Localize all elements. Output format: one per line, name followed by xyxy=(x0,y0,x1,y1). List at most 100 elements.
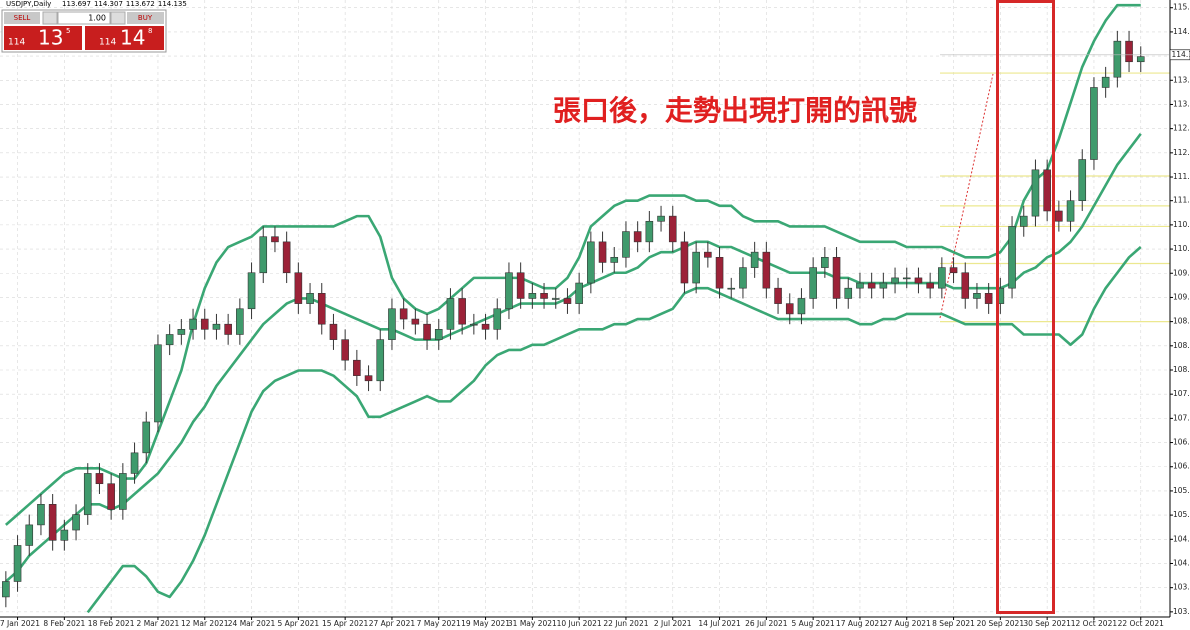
sell-price-box[interactable] xyxy=(4,26,82,50)
candle-body xyxy=(633,231,642,243)
candle-body xyxy=(598,241,607,263)
candle-body xyxy=(680,241,689,284)
candle-body xyxy=(961,272,970,299)
candle-body xyxy=(107,483,115,510)
trend-line xyxy=(939,73,994,319)
candle-body xyxy=(83,473,92,515)
candle-body xyxy=(458,298,466,325)
candle-body xyxy=(668,215,677,243)
lot-minus[interactable] xyxy=(42,11,58,25)
x-tick-label: 17 Aug 2021 xyxy=(836,619,884,628)
price-label: 114.135 xyxy=(1172,50,1190,59)
sell-button[interactable] xyxy=(4,12,40,24)
candle-body xyxy=(341,339,349,361)
y-tick-label: 111.300 xyxy=(1173,196,1190,205)
x-tick-label: 30 Sep 2021 xyxy=(1023,619,1071,628)
x-tick-label: 18 Feb 2021 xyxy=(88,619,135,628)
candles xyxy=(2,30,1145,608)
candle-body xyxy=(984,293,993,304)
x-tick-label: 8 Feb 2021 xyxy=(43,619,85,628)
candle-body xyxy=(785,303,794,315)
candle-body xyxy=(282,241,291,274)
candle-body xyxy=(528,293,537,299)
candle-body xyxy=(364,375,373,382)
sell-small: 5 xyxy=(66,27,70,35)
candle-body xyxy=(224,323,232,335)
sell-label: SELL xyxy=(14,14,31,22)
x-tick-label: 5 Aug 2021 xyxy=(792,619,835,628)
candle-body xyxy=(821,256,829,268)
candle-body xyxy=(575,282,583,304)
candle-body xyxy=(236,308,244,335)
y-tick-label: 112.230 xyxy=(1173,148,1190,157)
y-tick-label: 108.480 xyxy=(1173,341,1190,350)
candle-body xyxy=(657,215,665,222)
candle-body xyxy=(739,267,747,289)
buy-main: 14 xyxy=(120,26,145,50)
x-tick-label: 15 Apr 2021 xyxy=(322,619,369,628)
candle-body xyxy=(797,298,806,315)
x-tick-label: 7 May 2021 xyxy=(417,619,461,628)
candle-body xyxy=(540,293,548,299)
lot-input[interactable] xyxy=(57,11,111,25)
x-tick-label: 12 Mar 2021 xyxy=(181,619,229,628)
candle-body xyxy=(399,308,408,320)
header: USDJPY,Daily 113.697 114.307 113.672 114.13… xyxy=(6,0,187,8)
sell-big: 114 xyxy=(8,38,25,48)
candle-body xyxy=(119,473,127,510)
candle-body xyxy=(212,323,221,330)
candle-body xyxy=(610,256,619,263)
candle-body xyxy=(353,359,361,376)
y-tick-label: 111.760 xyxy=(1173,172,1190,181)
x-tick-label: 19 May 2021 xyxy=(461,619,510,628)
x-tick-label: 20 Sep 2021 xyxy=(977,619,1025,628)
candle-body xyxy=(2,581,10,598)
ohlc-value: 113.672 xyxy=(126,0,155,8)
x-tick-label: 26 Jul 2021 xyxy=(745,619,788,628)
candle-body xyxy=(493,308,502,330)
candle-body xyxy=(1008,226,1016,289)
y-tick-label: 108.010 xyxy=(1173,365,1190,374)
candle-body xyxy=(48,504,57,541)
x-tick-label: 27 Aug 2021 xyxy=(883,619,931,628)
candle-body xyxy=(902,277,911,280)
candle-body xyxy=(37,504,45,526)
candle-body xyxy=(692,251,700,284)
candle-body xyxy=(95,473,104,485)
candle-body xyxy=(411,318,420,325)
x-tick-label: 27 Jan 2021 xyxy=(0,619,40,628)
candle-body xyxy=(715,256,724,289)
y-tick-label: 104.250 xyxy=(1173,558,1190,567)
y-tick-label: 106.130 xyxy=(1173,462,1190,471)
x-tick-label: 5 Apr 2021 xyxy=(278,619,320,628)
y-tick-label: 103.310 xyxy=(1173,607,1190,616)
y-tick-label: 108.950 xyxy=(1173,317,1190,326)
x-tick-label: 31 May 2021 xyxy=(508,619,557,628)
candle-body xyxy=(1078,159,1087,201)
candle-body xyxy=(388,308,396,340)
y-tick-label: 109.890 xyxy=(1173,268,1190,277)
x-tick-label: 12 Oct 2021 xyxy=(1071,619,1118,628)
x-tick-label: 10 Jun 2021 xyxy=(557,619,602,628)
candle-body xyxy=(329,323,338,340)
y-tick-label: 112.700 xyxy=(1173,124,1190,133)
candle-body xyxy=(551,298,560,300)
candle-body xyxy=(891,277,899,284)
ohlc-value: 114.307 xyxy=(94,0,123,8)
candle-body xyxy=(25,524,34,546)
x-tick-label: 2 Mar 2021 xyxy=(137,619,180,628)
lot-plus[interactable] xyxy=(110,11,126,25)
x-tick-label: 2 Jul 2021 xyxy=(654,619,692,628)
candle-body xyxy=(200,318,209,330)
annotation: 張口後，走勢出現打開的訊號 xyxy=(553,94,917,127)
x-tick-label: 22 Oct 2021 xyxy=(1118,619,1165,628)
candle-body xyxy=(973,293,981,299)
candle-body xyxy=(1125,40,1133,63)
candle-body xyxy=(727,287,736,290)
candle-body xyxy=(1101,76,1110,88)
trade-panel: SELL 1.00 BUY 114 13 5 114 14 8 xyxy=(1,9,167,53)
buy-price-box[interactable] xyxy=(85,26,164,50)
buy-button[interactable] xyxy=(127,12,164,24)
candle-body xyxy=(762,251,771,289)
